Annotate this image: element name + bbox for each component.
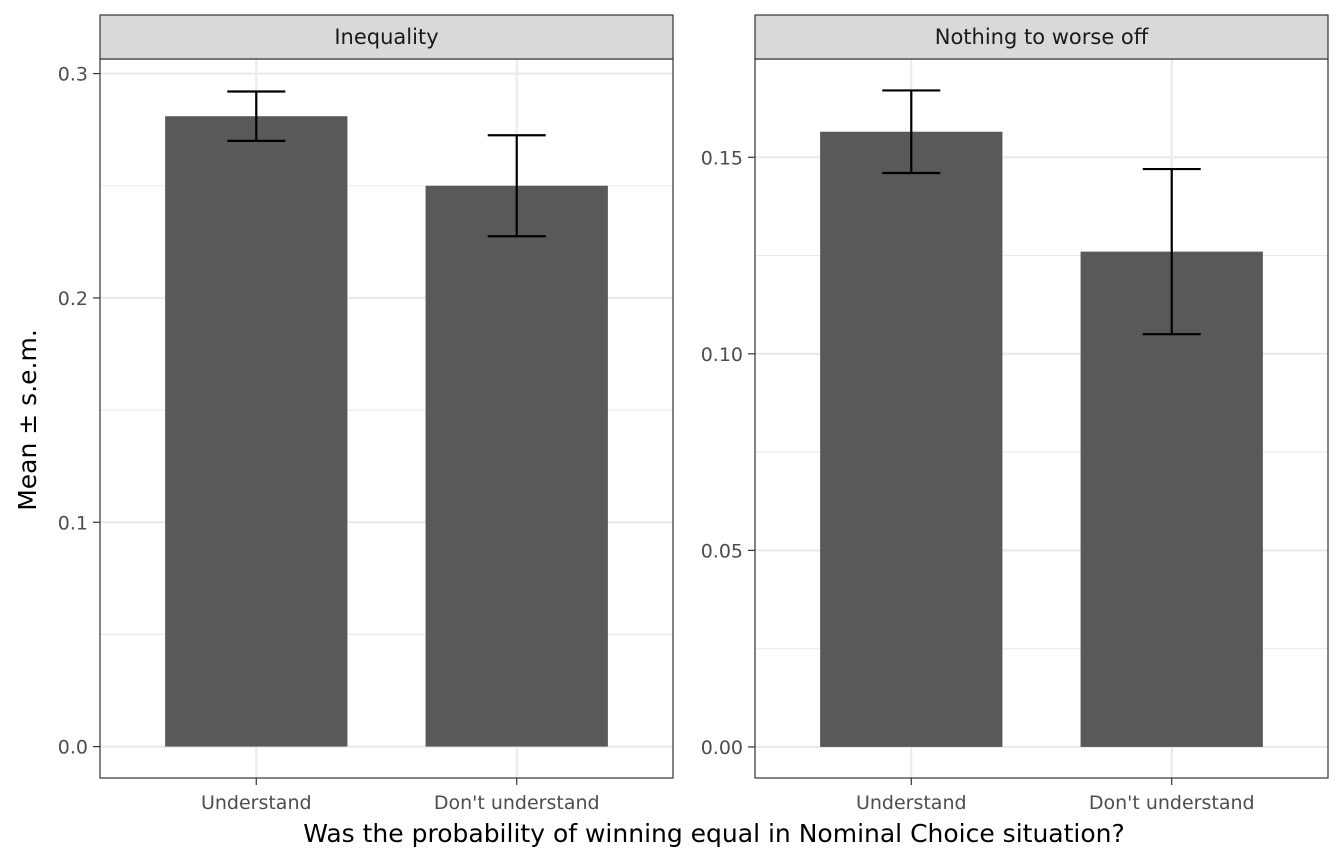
error-bar <box>882 89 941 175</box>
x-tick-label: Don't understand <box>1089 792 1255 814</box>
error-bar <box>487 134 546 238</box>
x-tick-label: Don't understand <box>434 792 600 814</box>
x-tick-label: Understand <box>201 792 312 814</box>
y-tick-label: 0.00 <box>701 737 743 759</box>
panels-layer: Inequality 0.0 0.1 0.2 0.3 Understand Don't un… <box>58 14 1329 814</box>
x-axis-title: Was the probability of winning equal in … <box>303 819 1125 848</box>
y-tick-label: 0.3 <box>58 64 88 86</box>
bar <box>165 116 348 747</box>
bar <box>820 131 1003 747</box>
bar <box>425 185 608 747</box>
y-tick-label: 0.1 <box>58 512 88 534</box>
y-tick-label: 0.05 <box>701 540 743 562</box>
facet-strip <box>754 14 1329 60</box>
panel-1: Inequality 0.0 0.1 0.2 0.3 Understand Don't un… <box>58 14 674 814</box>
facet-strip-label: Inequality <box>334 25 438 49</box>
error-bar <box>227 90 286 142</box>
y-tick-label: 0.2 <box>58 288 88 310</box>
error-bar <box>1142 167 1201 336</box>
y-axis-title: Mean ± s.e.m. <box>13 329 42 511</box>
facet-strip-label: Nothing to worse off <box>935 25 1149 49</box>
y-tick-label: 0.15 <box>701 147 743 169</box>
x-tick-label: Understand <box>856 792 967 814</box>
facet-strip <box>99 14 674 60</box>
panel-2: Nothing to worse off 0.00 0.05 0.10 0.15 Unde… <box>701 14 1329 814</box>
y-tick-label: 0.10 <box>701 344 743 366</box>
y-tick-label: 0.0 <box>58 737 88 759</box>
